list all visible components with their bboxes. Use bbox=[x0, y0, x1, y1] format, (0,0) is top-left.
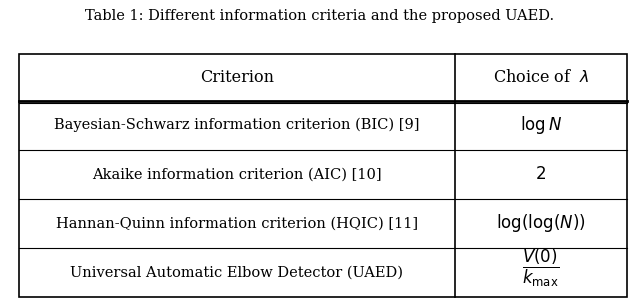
Text: Criterion: Criterion bbox=[200, 69, 274, 86]
Text: Hannan-Quinn information criterion (HQIC) [11]: Hannan-Quinn information criterion (HQIC… bbox=[56, 216, 418, 230]
Text: Choice of  $\lambda$: Choice of $\lambda$ bbox=[493, 69, 589, 86]
Text: Bayesian-Schwarz information criterion (BIC) [9]: Bayesian-Schwarz information criterion (… bbox=[54, 118, 420, 132]
Text: $\log(\log(N))$: $\log(\log(N))$ bbox=[496, 212, 586, 234]
Text: $\log N$: $\log N$ bbox=[520, 114, 562, 136]
Text: Table 1: Different information criteria and the proposed UAED.: Table 1: Different information criteria … bbox=[85, 9, 555, 23]
Text: Akaike information criterion (AIC) [10]: Akaike information criterion (AIC) [10] bbox=[92, 167, 381, 181]
Text: Universal Automatic Elbow Detector (UAED): Universal Automatic Elbow Detector (UAED… bbox=[70, 266, 403, 279]
Text: $\dfrac{V(0)}{k_{\mathrm{max}}}$: $\dfrac{V(0)}{k_{\mathrm{max}}}$ bbox=[522, 247, 559, 289]
Text: $2$: $2$ bbox=[536, 166, 547, 183]
